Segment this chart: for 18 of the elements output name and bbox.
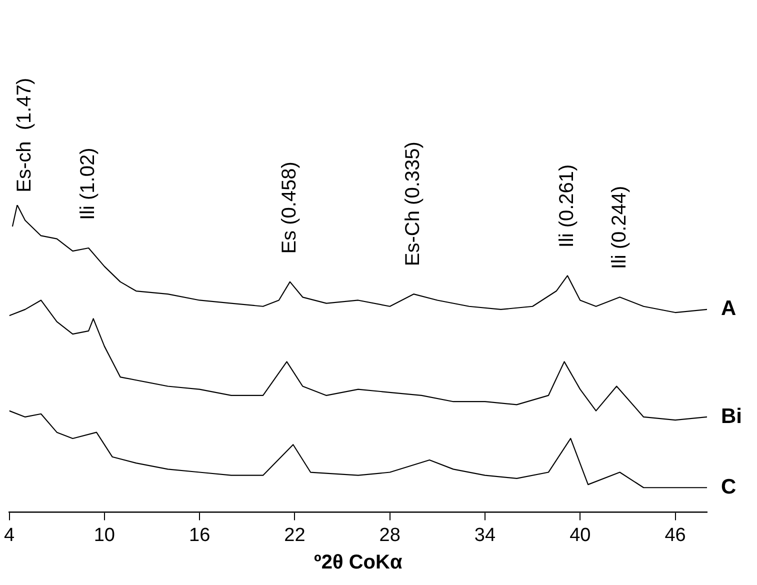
x-tick-label: 22 xyxy=(284,524,306,546)
annotation: Ili (1.02) xyxy=(77,148,100,220)
annotation: Ili (0.244) xyxy=(608,186,630,270)
x-tick-label: 34 xyxy=(474,524,496,546)
x-tick-label: 4 xyxy=(4,524,15,546)
x-tick-label: 28 xyxy=(379,524,400,546)
x-tick-label: 46 xyxy=(664,524,686,546)
annotation: Es (0.458) xyxy=(278,162,300,254)
x-tick-label: 10 xyxy=(94,524,115,546)
series-label: Bi xyxy=(721,404,742,428)
x-axis-title: º2θ CoKα xyxy=(314,552,403,574)
annotation: Ili (0.261) xyxy=(556,164,578,248)
x-tick-label: 40 xyxy=(570,524,591,546)
series-label: C xyxy=(721,475,736,498)
annotation: Es-Ch (0.335) xyxy=(402,142,424,266)
x-tick-label: 16 xyxy=(189,524,210,546)
annotation: Es-ch (1.47) xyxy=(14,78,36,192)
series-label: A xyxy=(721,297,736,320)
